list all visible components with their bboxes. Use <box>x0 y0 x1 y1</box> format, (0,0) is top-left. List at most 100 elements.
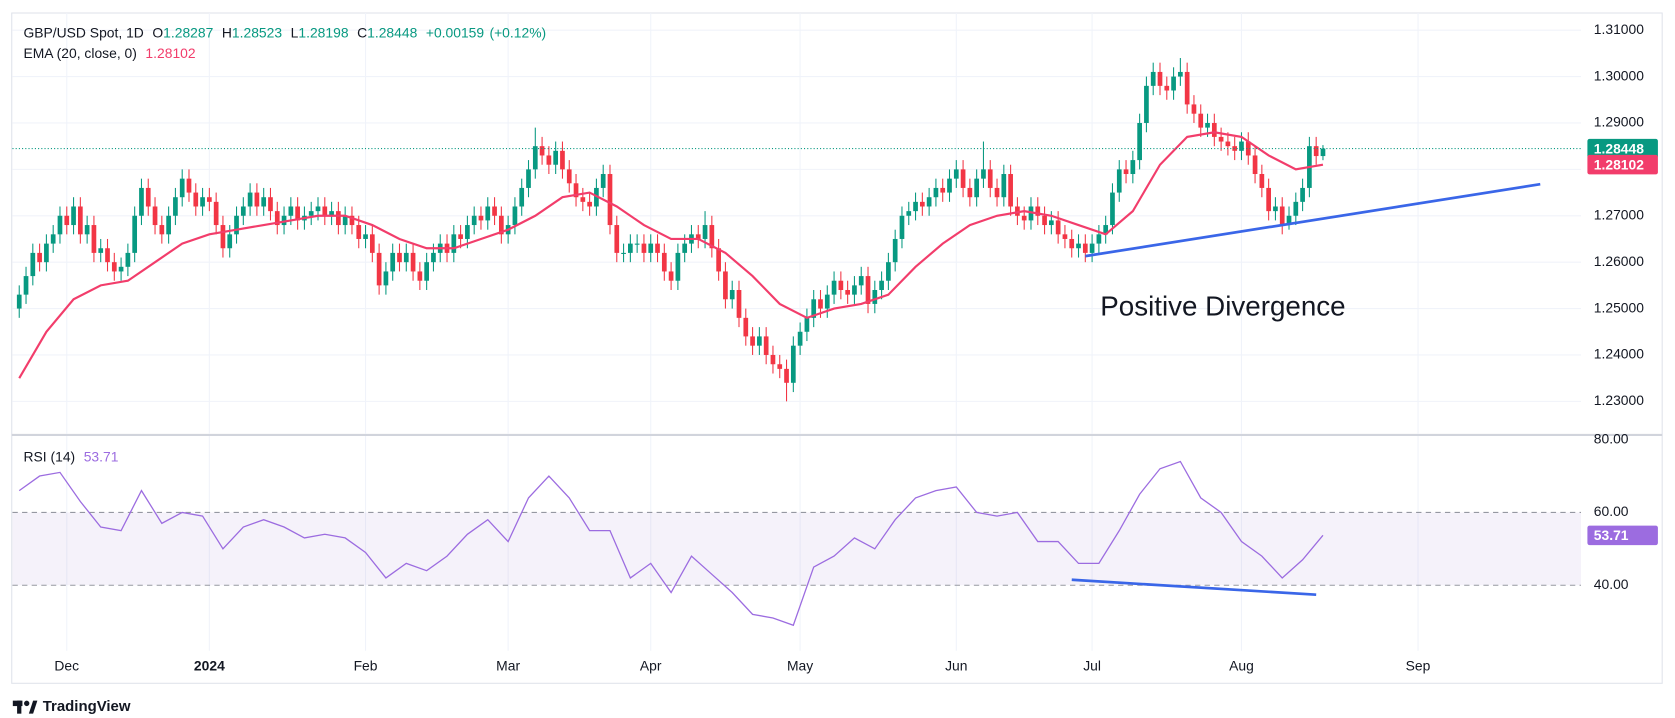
x-tick-label: Feb <box>354 658 378 674</box>
candle-body <box>424 262 430 281</box>
rsi-value: 53.71 <box>84 448 119 464</box>
labels: GBP/USD Spot, 1D O1.28287 H1.28523 L1.28198… <box>12 21 1658 715</box>
candle-body <box>913 201 918 212</box>
y-tick-label: 1.31000 <box>1594 21 1644 37</box>
candle-body <box>30 252 36 277</box>
candle-body <box>105 248 110 263</box>
candle-body <box>1320 148 1326 157</box>
candle-body <box>621 252 626 254</box>
candle-body <box>471 215 477 226</box>
x-tick-label: May <box>787 658 813 674</box>
candle-body <box>1300 187 1305 202</box>
candle-body <box>702 225 708 239</box>
candle-body <box>1259 174 1265 188</box>
candle-body <box>628 243 633 253</box>
candle-body <box>213 201 219 226</box>
candle-body <box>553 150 559 165</box>
candle-body <box>1015 206 1020 216</box>
candle-body <box>1076 243 1081 249</box>
candle-body <box>587 201 592 207</box>
candle-body <box>37 252 42 263</box>
candle-body <box>295 206 300 221</box>
candle-body <box>397 252 402 263</box>
candle-body <box>858 276 864 286</box>
low-label: L <box>291 24 299 40</box>
candle-body <box>1110 192 1115 226</box>
brand-logo <box>12 700 38 714</box>
line-series <box>18 131 1324 379</box>
candle-body <box>1171 76 1176 91</box>
candle-body <box>159 225 165 235</box>
candle-body <box>852 285 857 295</box>
candle-body <box>1001 174 1007 198</box>
candle-body <box>145 187 151 207</box>
candle-body <box>1144 85 1149 123</box>
candle-body <box>268 197 273 212</box>
rsi-band <box>12 512 1581 586</box>
candle-body <box>560 150 565 170</box>
candle-body <box>1252 155 1258 175</box>
candle-body <box>919 201 925 207</box>
candle-body <box>1232 146 1238 151</box>
candle-body <box>227 234 233 249</box>
candle-body <box>818 299 823 309</box>
candle-body <box>139 187 144 216</box>
candle-body <box>1239 141 1244 151</box>
annotation: Positive Divergence <box>1100 290 1345 321</box>
ema-value: 1.28102 <box>145 45 195 61</box>
candle-body <box>369 234 375 253</box>
y-tick-label: 1.26000 <box>1594 253 1644 269</box>
candle-body <box>641 243 647 253</box>
y-tick-label: 40.00 <box>1594 576 1629 592</box>
open-label: O <box>152 24 163 40</box>
candle-body <box>1225 141 1231 147</box>
price-badge-label: 53.71 <box>1594 527 1629 543</box>
y-tick-label: 60.00 <box>1594 503 1629 519</box>
candle-body <box>736 290 742 318</box>
open-value: 1.28287 <box>163 24 213 40</box>
candle-body <box>451 234 457 253</box>
candle-body <box>240 206 246 216</box>
line-series <box>18 460 1324 627</box>
candle-body <box>376 252 382 286</box>
candle-body <box>1055 220 1061 235</box>
low-value: 1.28198 <box>298 24 348 40</box>
candle-body <box>1082 243 1088 253</box>
candle-body <box>403 252 409 263</box>
candle-body <box>125 252 131 267</box>
candle-body <box>84 225 90 235</box>
candle-body <box>1137 122 1142 161</box>
trend-line <box>1085 182 1541 258</box>
y-tick-label: 1.25000 <box>1594 299 1644 315</box>
grid <box>12 13 1581 651</box>
frame <box>11 12 1663 684</box>
price-badge-label: 1.28448 <box>1594 140 1644 156</box>
y-tick-label: 80.00 <box>1594 430 1629 446</box>
candle-body <box>329 211 334 216</box>
candle-body <box>50 234 56 244</box>
x-tick-label: 2024 <box>194 658 225 674</box>
x-tick-label: Jun <box>945 658 967 674</box>
candle-body <box>532 146 538 170</box>
ema-name: EMA (20, close, 0) <box>24 45 137 61</box>
candle-body <box>512 206 518 226</box>
candle-body <box>383 271 389 286</box>
candle-body <box>607 174 613 226</box>
rsi-legend: RSI (14) 53.71 <box>24 448 119 464</box>
close-value: 1.28448 <box>367 24 417 40</box>
y-tick-label: 1.29000 <box>1594 114 1644 130</box>
candle-body <box>417 271 423 281</box>
candle-body <box>247 192 253 207</box>
candle-body <box>1150 71 1156 86</box>
candle-body <box>566 169 572 184</box>
candle-body <box>790 345 796 383</box>
y-tick-label: 1.27000 <box>1594 206 1644 222</box>
change: +0.00159 <box>426 24 484 40</box>
candle-body <box>879 280 884 291</box>
candle-body <box>132 215 138 253</box>
rsi-name: RSI (14) <box>24 448 76 464</box>
candle-body <box>750 336 755 346</box>
x-tick-label: Mar <box>496 658 520 674</box>
high-value: 1.28523 <box>232 24 282 40</box>
candle-body <box>872 290 878 304</box>
